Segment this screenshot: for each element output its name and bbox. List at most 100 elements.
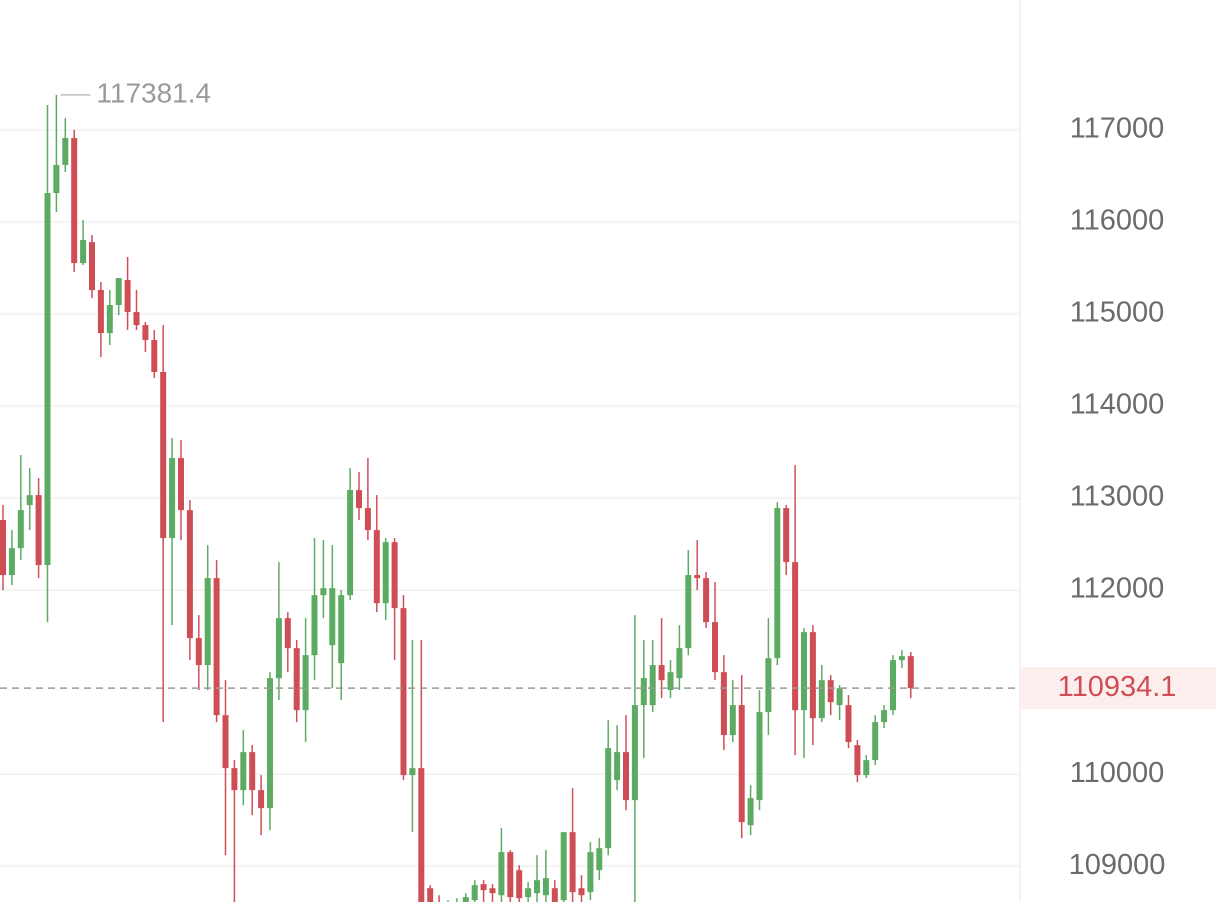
candle-body — [480, 884, 487, 891]
candle-body — [712, 622, 718, 673]
candle-body — [587, 852, 594, 893]
candle-body — [195, 638, 202, 666]
candle-body — [267, 678, 273, 809]
candle-body — [62, 138, 69, 165]
candle-body — [729, 705, 736, 736]
candle-body — [356, 490, 362, 509]
candle-body — [738, 705, 745, 823]
candle-body — [774, 508, 781, 659]
candle-body — [578, 888, 585, 896]
candle-body — [169, 458, 176, 539]
candle-body — [827, 680, 834, 703]
candle-body — [115, 278, 122, 306]
candle-body — [872, 722, 879, 761]
candle-body — [685, 575, 692, 649]
candle-body — [142, 325, 149, 341]
candle-body — [231, 768, 238, 791]
candle-body — [863, 760, 870, 776]
candle-body — [249, 752, 256, 791]
high-label: 117381.4 — [96, 77, 211, 108]
candle-body — [338, 595, 345, 664]
y-tick-label: 109000 — [1069, 849, 1166, 881]
candle-body — [204, 578, 211, 666]
candle-body — [418, 768, 425, 902]
candle-body — [329, 588, 336, 646]
candle-body — [658, 665, 665, 681]
candle-body — [667, 672, 674, 691]
candle-body — [44, 193, 51, 566]
candle-body — [320, 588, 327, 596]
candle-body — [178, 458, 184, 511]
candle-body — [623, 752, 629, 801]
candle-body — [694, 575, 701, 579]
candle-body — [818, 680, 825, 719]
candle-body — [391, 542, 398, 609]
candle-body — [845, 705, 852, 743]
candle-body — [382, 542, 389, 604]
candle-body — [71, 138, 78, 264]
candle-body — [364, 508, 371, 531]
candle-body — [809, 632, 816, 719]
last-price-box — [1020, 667, 1216, 710]
candle-body — [213, 578, 220, 716]
candle-body — [8, 548, 15, 576]
candle-body — [471, 885, 478, 901]
candle-body — [373, 530, 380, 604]
candle-body — [400, 608, 407, 776]
candle-body — [240, 752, 247, 791]
candle-body — [409, 768, 416, 776]
candle-body — [605, 748, 612, 849]
candle-body — [53, 164, 60, 194]
y-tick-label: 112000 — [1070, 573, 1165, 605]
candle-body — [275, 618, 282, 679]
candle-body — [614, 752, 621, 781]
candle-body — [427, 888, 434, 902]
candle-body — [26, 495, 33, 506]
candle-body — [756, 712, 763, 801]
candle-body — [640, 678, 647, 706]
candle-body — [516, 870, 523, 899]
candle-body — [898, 656, 905, 661]
candle-body — [551, 888, 558, 902]
candle-body — [783, 508, 790, 563]
candle-body — [124, 280, 131, 313]
candle-body — [186, 510, 193, 639]
candle-body — [534, 880, 540, 894]
y-tick-label: 117000 — [1070, 113, 1165, 145]
candle-body — [747, 798, 754, 826]
y-tick-label: 114000 — [1070, 389, 1165, 421]
candle-body — [160, 372, 167, 539]
candle-body — [703, 578, 710, 623]
candle-body — [542, 878, 549, 896]
candle-body — [17, 510, 24, 549]
y-tick-label: 115000 — [1070, 297, 1165, 329]
candle-body — [293, 648, 300, 711]
candle-body — [765, 658, 772, 713]
candle-body — [133, 312, 140, 326]
candle-body — [596, 848, 603, 871]
price-axis-panel — [1020, 0, 1216, 902]
candle-body — [881, 710, 888, 723]
candle-body — [151, 340, 158, 373]
candle-body — [649, 665, 656, 706]
candle-body — [801, 632, 807, 711]
candle-body — [854, 745, 861, 776]
candle-body — [258, 790, 265, 809]
candle-body — [907, 656, 914, 689]
candle-body — [106, 305, 113, 334]
candle-body — [498, 852, 505, 896]
candle-body — [0, 520, 6, 576]
candle-body — [80, 240, 87, 264]
last-price-label: 110934.1 — [1058, 671, 1177, 703]
candle-body — [792, 562, 799, 711]
candle-body — [720, 672, 727, 736]
candle-body — [462, 897, 469, 902]
y-tick-label: 113000 — [1070, 481, 1165, 513]
candle-body — [560, 832, 567, 901]
candle-body — [222, 715, 229, 769]
candle-body — [890, 660, 896, 711]
candle-body — [97, 290, 104, 334]
y-tick-label: 110000 — [1070, 757, 1165, 789]
candle-body — [569, 832, 576, 893]
